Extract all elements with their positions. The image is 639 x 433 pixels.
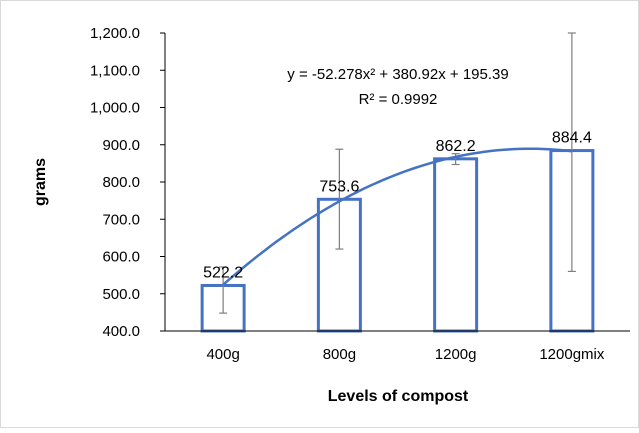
- data-labels: 522.2 753.6 862.2 884.4: [203, 130, 592, 282]
- y-tick-label: 500.0: [102, 286, 140, 303]
- data-label: 884.4: [552, 130, 592, 147]
- y-tick-label: 1,000.0: [90, 100, 140, 117]
- trendline-r-squared: R² = 0.9992: [359, 91, 438, 108]
- x-axis-title: Levels of compost: [328, 388, 469, 405]
- trendline: [222, 147, 573, 286]
- axes: [164, 33, 630, 332]
- trendline-equation: y = -52.278x² + 380.92x + 195.39: [287, 66, 508, 83]
- y-axis-title: grams: [32, 158, 49, 206]
- y-tick-label: 900.0: [102, 137, 140, 154]
- y-tick-label: 700.0: [102, 211, 140, 228]
- data-label: 862.2: [436, 138, 476, 155]
- x-tick-label: 400g: [206, 346, 239, 363]
- x-tick-labels: 400g 800g 1200g 1200gmix: [206, 346, 604, 363]
- y-tick-label: 400.0: [102, 323, 140, 340]
- y-tick-label: 800.0: [102, 174, 140, 191]
- bar: [433, 157, 479, 333]
- y-tick-label: 1,200.0: [90, 25, 140, 42]
- x-tick-label: 1200g: [435, 346, 477, 363]
- y-tick-label: 1,100.0: [90, 62, 140, 79]
- y-tick-label: 600.0: [102, 249, 140, 266]
- y-tick-labels: 400.0 500.0 600.0 700.0 800.0 900.0 1,000.0 1,1…: [90, 25, 165, 340]
- trendline-group: [222, 147, 573, 286]
- data-label: 753.6: [319, 178, 359, 195]
- x-tick-label: 1200gmix: [539, 346, 605, 363]
- data-label: 522.2: [203, 264, 243, 281]
- x-tick-label: 800g: [323, 346, 356, 363]
- error-bars: [219, 32, 576, 314]
